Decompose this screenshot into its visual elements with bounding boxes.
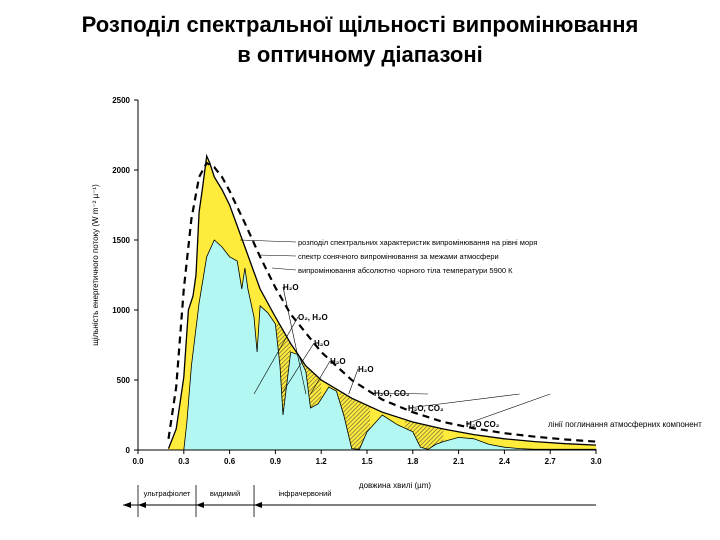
x-tick-label: 1.2 bbox=[316, 457, 328, 466]
band-label: інфрачервоний bbox=[279, 489, 332, 498]
y-tick-label: 500 bbox=[117, 376, 131, 385]
annotation-leader bbox=[253, 316, 299, 395]
absorption-annotation: H₂O bbox=[330, 357, 346, 366]
title-line-1: Розподіл спектральної щільності випромін… bbox=[81, 12, 639, 37]
annotation-leader bbox=[465, 393, 551, 425]
x-tick-label: 0.9 bbox=[270, 457, 282, 466]
legend-leader bbox=[239, 239, 297, 243]
x-tick-label: 0.0 bbox=[132, 457, 144, 466]
absorption-annotation: H₂O bbox=[283, 283, 299, 292]
y-tick-label: 0 bbox=[126, 446, 131, 455]
absorption-annotation: H₂O, CO₂ bbox=[408, 404, 444, 413]
legend-leader bbox=[257, 254, 297, 257]
band-label: ультрафіолет bbox=[144, 489, 191, 498]
annotation-leader bbox=[348, 368, 359, 395]
absorption-annotation: O₂, H₂O bbox=[298, 313, 328, 322]
absorption-annotation: H₂O bbox=[314, 339, 330, 348]
legend-label: спектр сонячного випромінювання за межам… bbox=[298, 252, 499, 261]
legend-label: випромінювання абсолютно чорного тіла те… bbox=[298, 266, 513, 275]
x-tick-label: 1.5 bbox=[361, 457, 373, 466]
band-arrow-left bbox=[123, 502, 131, 508]
annotation-leader bbox=[310, 360, 331, 395]
blackbody-line bbox=[167, 161, 597, 443]
x-axis-label: довжина хвилі (µm) bbox=[359, 481, 432, 490]
annotation-leader bbox=[281, 342, 315, 395]
y-tick-label: 2500 bbox=[112, 96, 130, 105]
band-label: видимий bbox=[210, 489, 240, 498]
annotation-leader bbox=[282, 286, 307, 395]
y-tick-label: 2000 bbox=[112, 166, 130, 175]
x-tick-label: 1.8 bbox=[407, 457, 419, 466]
band-arrow bbox=[138, 502, 146, 508]
x-tick-label: 3.0 bbox=[590, 457, 602, 466]
top-atmosphere-line bbox=[167, 153, 597, 449]
y-tick-label: 1000 bbox=[112, 306, 130, 315]
y-axis-label: щільність енергетичного потоку (W m⁻² µ⁻… bbox=[91, 184, 100, 346]
x-tick-label: 2.7 bbox=[545, 457, 557, 466]
x-tick-label: 0.6 bbox=[224, 457, 236, 466]
y-tick-label: 1500 bbox=[112, 236, 130, 245]
x-tick-label: 2.1 bbox=[453, 457, 465, 466]
annotation-leader bbox=[373, 392, 429, 395]
legend-label: розподіл спектральних характеристик випр… bbox=[298, 238, 537, 247]
legend-leader bbox=[271, 267, 297, 271]
annotation-leader bbox=[407, 393, 520, 409]
x-tick-label: 2.4 bbox=[499, 457, 511, 466]
x-tick-label: 0.3 bbox=[178, 457, 190, 466]
sea-level-area bbox=[183, 239, 597, 451]
title-line-2: в оптичному діапазоні bbox=[237, 42, 483, 67]
above-curve-mask bbox=[168, 100, 596, 449]
absorption-annotation: лінії поглинання атмосферних компонент bbox=[548, 420, 702, 429]
absorption-annotation: H₂O CO₂ bbox=[466, 420, 500, 429]
absorption-annotation: H₂O, CO₂ bbox=[374, 389, 410, 398]
band-arrow bbox=[196, 502, 205, 508]
absorption-annotation: H₂O bbox=[358, 365, 374, 374]
band-arrow bbox=[254, 502, 263, 508]
